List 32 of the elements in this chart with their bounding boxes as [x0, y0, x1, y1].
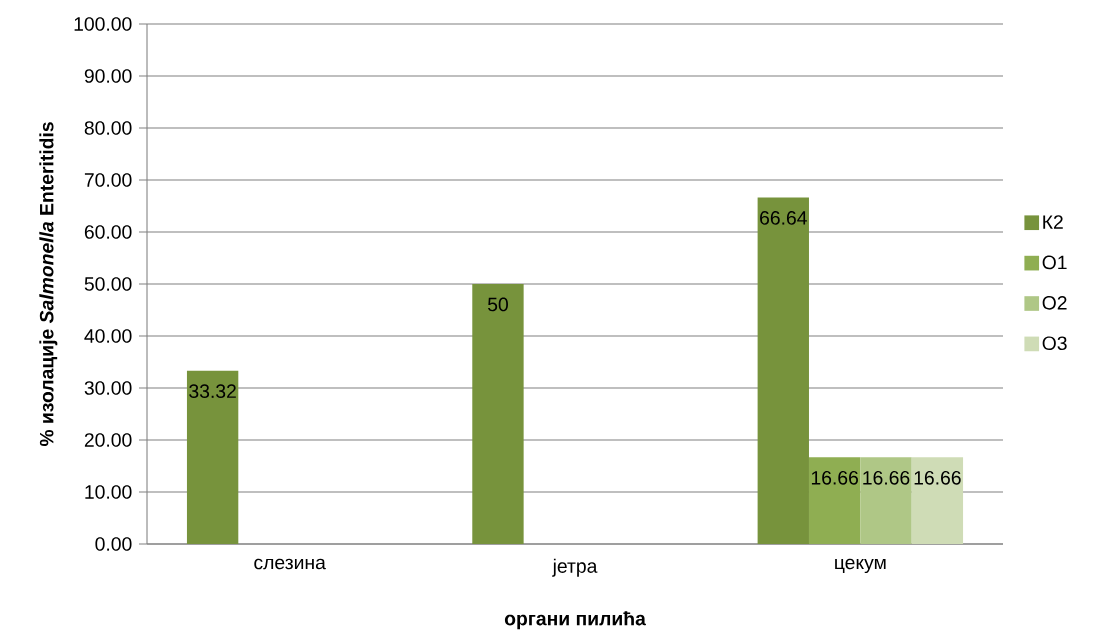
y-tick-label: 0.00	[95, 537, 132, 551]
bar	[186, 370, 239, 545]
y-tick-label: 90.00	[84, 69, 132, 83]
y-tick-label: 80.00	[84, 121, 132, 135]
bar	[757, 197, 809, 545]
x-tick-label: цекум	[835, 558, 886, 574]
bar	[472, 284, 524, 545]
x-tick-label: слезина	[254, 558, 326, 570]
legend-label: О2	[1042, 296, 1067, 310]
x-tick-label: јетра	[552, 558, 598, 577]
bar	[860, 457, 912, 545]
data-label: 16.66	[863, 471, 910, 485]
data-label: 33.32	[189, 384, 236, 399]
y-tick-label: 20.00	[84, 433, 132, 447]
bar	[911, 457, 964, 545]
data-label: 16.66	[811, 471, 858, 485]
legend-label: О3	[1042, 336, 1067, 351]
legend-label: К2	[1043, 215, 1063, 229]
y-tick-label: 100.00	[74, 17, 132, 31]
y-tick-label: 30.00	[84, 381, 132, 395]
y-tick-label: 40.00	[84, 329, 132, 343]
y-tick-label: 70.00	[84, 173, 132, 187]
y-tick-label: 50.00	[84, 277, 132, 291]
legend-label: О1	[1042, 255, 1067, 270]
data-label: 66.64	[760, 211, 807, 225]
y-tick-label: 10.00	[85, 485, 132, 499]
bar	[808, 457, 861, 545]
y-tick-label: 60.00	[84, 225, 132, 239]
data-label: 16.66	[914, 471, 961, 485]
y-axis-title: % изолације Salmonella Enteritidis	[39, 122, 58, 447]
data-label: 50	[487, 297, 508, 312]
x-axis-title: органи пилића	[504, 611, 646, 630]
